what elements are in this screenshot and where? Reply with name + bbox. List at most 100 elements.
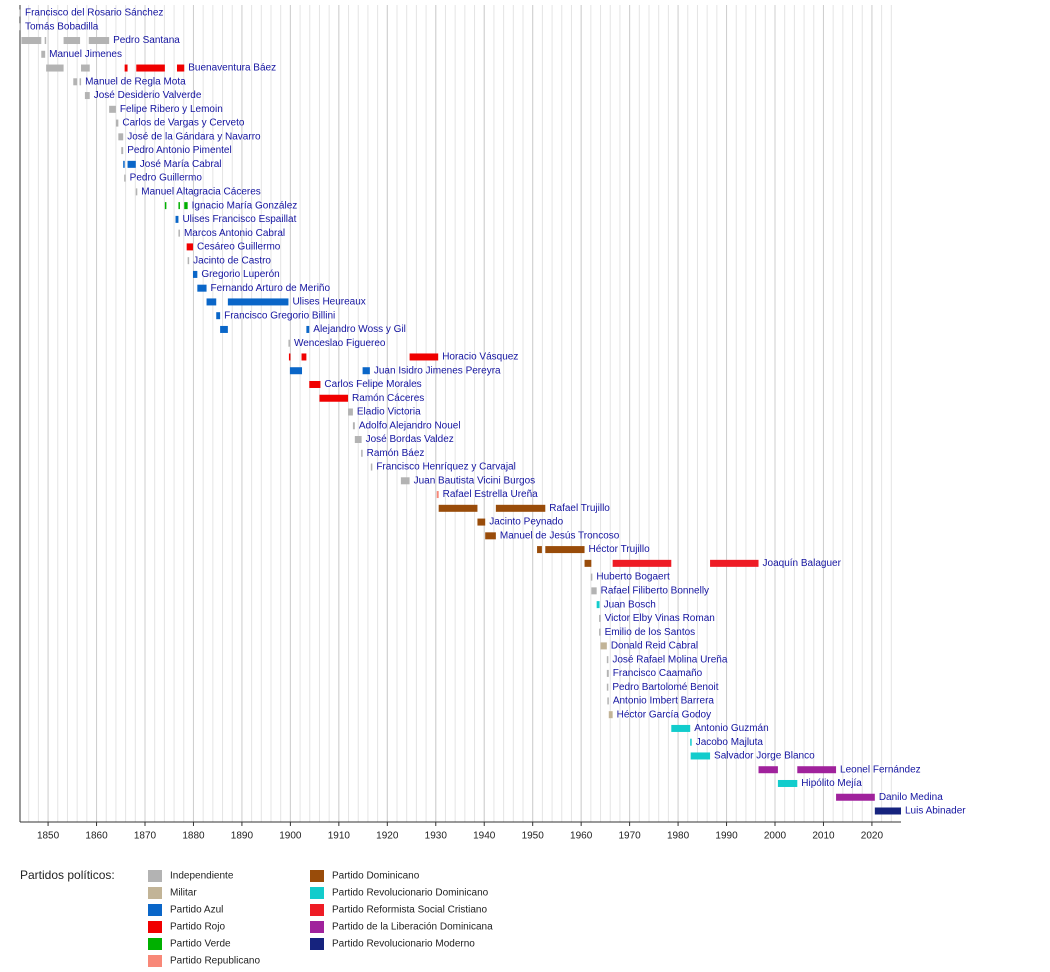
term-bar xyxy=(21,37,42,45)
term-bar xyxy=(348,408,353,416)
term-bar xyxy=(197,284,207,292)
term-bar xyxy=(400,477,410,485)
president-name: Ulises Heureaux xyxy=(292,297,365,308)
x-tick-label: 1970 xyxy=(618,831,641,842)
legend-swatch xyxy=(148,955,162,967)
legend-label: Partido Verde xyxy=(170,939,231,950)
legend-label: Partido Revolucionario Dominicano xyxy=(332,888,489,899)
legend-swatch xyxy=(310,887,324,899)
term-bar xyxy=(485,532,496,540)
term-bar xyxy=(288,353,291,361)
president-name: Adolfo Alejandro Nouel xyxy=(359,420,461,431)
president-name: Rafael Estrella Ureña xyxy=(443,489,538,500)
president-name: José de la Gándara y Navarro xyxy=(127,131,261,142)
president-name: Antonio Imbert Barrera xyxy=(613,696,715,707)
president-name: Buenaventura Báez xyxy=(188,63,276,74)
term-bar xyxy=(537,546,542,554)
term-bar xyxy=(584,559,592,567)
term-bar xyxy=(409,353,439,361)
term-bar xyxy=(121,147,124,155)
legend-swatch xyxy=(310,870,324,882)
term-bar xyxy=(590,573,593,581)
term-bar xyxy=(690,738,692,746)
president-name: Francisco Caamaño xyxy=(613,668,703,679)
term-bar xyxy=(495,504,546,512)
term-bar xyxy=(600,642,607,650)
term-bar xyxy=(777,779,798,787)
president-name: Carlos Felipe Morales xyxy=(324,379,421,390)
term-bar xyxy=(362,367,370,375)
president-name: Jacobo Majluta xyxy=(696,737,764,748)
term-bar xyxy=(671,724,691,732)
president-name: Gregorio Luperón xyxy=(201,269,279,280)
term-bar xyxy=(606,656,609,664)
president-name: Manuel Altagracia Cáceres xyxy=(141,187,261,198)
x-tick-label: 2010 xyxy=(812,831,835,842)
president-name: Héctor Trujillo xyxy=(589,544,651,555)
president-name: Alejandro Woss y Gil xyxy=(313,324,406,335)
president-name: Donald Reid Cabral xyxy=(611,641,698,652)
president-name: Francisco del Rosario Sánchez xyxy=(25,8,163,19)
term-bar xyxy=(187,257,190,265)
x-tick-label: 1890 xyxy=(231,831,254,842)
legend-swatch xyxy=(148,887,162,899)
term-bar xyxy=(73,78,78,86)
president-name: Carlos de Vargas y Cerveto xyxy=(122,118,245,129)
x-tick-label: 1900 xyxy=(279,831,302,842)
term-bar xyxy=(306,325,310,333)
x-tick-label: 1880 xyxy=(182,831,205,842)
legend-label: Partido de la Liberación Dominicana xyxy=(332,922,493,933)
term-bar xyxy=(123,160,125,168)
legend-swatch xyxy=(148,904,162,916)
term-bar xyxy=(599,628,601,636)
president-name: José Desiderio Valverde xyxy=(94,90,202,101)
legend-swatch xyxy=(148,938,162,950)
term-bar xyxy=(176,64,185,72)
president-name: Pedro Antonio Pimentel xyxy=(127,145,232,156)
president-name: Fernando Arturo de Meriño xyxy=(211,283,331,294)
term-bar xyxy=(599,614,601,622)
president-name: Ramón Cáceres xyxy=(352,393,424,404)
legend-swatch xyxy=(310,938,324,950)
president-name: Juan Bosch xyxy=(604,599,656,610)
term-bar xyxy=(309,380,321,388)
president-name: Pedro Bartolomé Benoit xyxy=(612,682,718,693)
president-name: Juan Isidro Jimenes Pereyra xyxy=(374,365,501,376)
term-bar xyxy=(19,23,21,31)
president-name: Felipe Ribero y Lemoin xyxy=(120,104,223,115)
term-bar xyxy=(124,64,128,72)
president-name: Hipólito Mejía xyxy=(801,778,862,789)
president-name: Danilo Medina xyxy=(879,792,943,803)
term-bar xyxy=(438,504,478,512)
president-name: Francisco Henríquez y Carvajal xyxy=(376,462,516,473)
term-bar xyxy=(19,9,21,17)
president-name: Luis Abinader xyxy=(905,806,966,817)
x-tick-label: 1870 xyxy=(134,831,157,842)
term-bar xyxy=(710,559,759,567)
president-name: Ulises Francisco Espaillat xyxy=(182,214,296,225)
x-tick-label: 1850 xyxy=(37,831,60,842)
term-bar xyxy=(608,711,613,719)
president-name: Jacinto de Castro xyxy=(193,255,271,266)
term-bar xyxy=(178,202,180,210)
term-bar xyxy=(135,188,138,196)
term-bar xyxy=(607,697,609,705)
president-name: Manuel de Jesús Troncoso xyxy=(500,530,620,541)
legend-swatch xyxy=(148,921,162,933)
term-bar xyxy=(354,436,362,444)
term-bar xyxy=(81,64,90,72)
legend-title: Partidos políticos: xyxy=(20,868,115,882)
term-bar xyxy=(370,463,373,471)
president-name: Ramón Báez xyxy=(367,448,425,459)
term-bar xyxy=(227,298,289,306)
president-name: Joaquín Balaguer xyxy=(763,558,842,569)
term-bar xyxy=(88,37,110,45)
president-name: Pedro Guillermo xyxy=(130,173,203,184)
legend-label: Partido Azul xyxy=(170,905,223,916)
term-bar xyxy=(797,766,837,774)
legend-label: Partido Revolucionario Moderno xyxy=(332,939,475,950)
term-bar xyxy=(136,64,165,72)
term-bar xyxy=(184,202,188,210)
president-name: Jacinto Peynado xyxy=(489,517,563,528)
